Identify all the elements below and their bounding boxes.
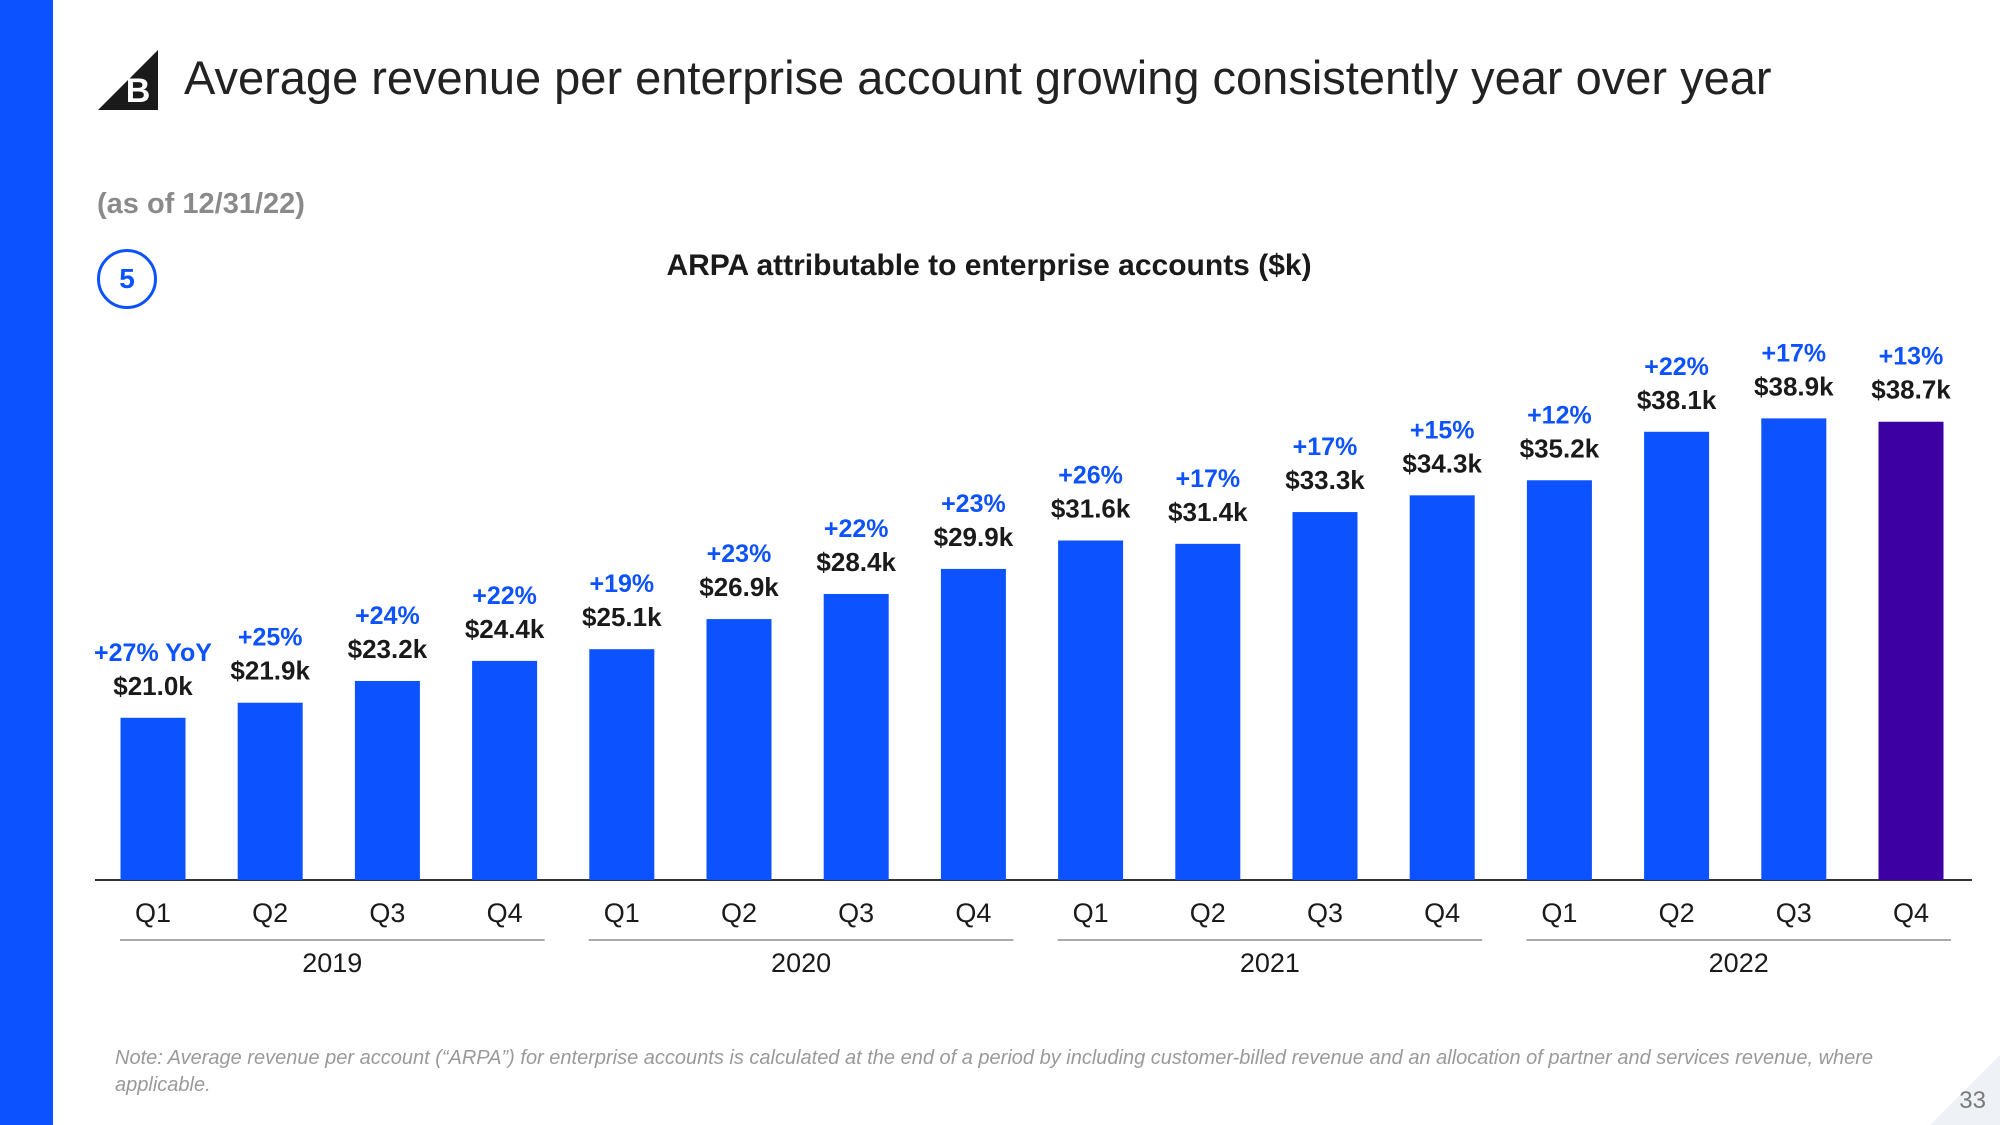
bar-16 [1878, 421, 1944, 880]
quarter-tick-label: Q4 [955, 898, 991, 928]
yoy-label: +19% [589, 570, 654, 598]
value-label: $23.2k [348, 634, 428, 664]
yoy-label: +13% [1879, 343, 1944, 371]
bar-14 [1644, 431, 1710, 880]
value-label: $35.2k [1520, 433, 1600, 463]
year-label: 2020 [771, 948, 831, 978]
left-accent-stripe [0, 0, 53, 1125]
logo-letter: B [126, 72, 151, 110]
bar-2 [237, 702, 303, 880]
value-label: $21.0k [113, 671, 193, 701]
value-label: $33.3k [1285, 465, 1365, 495]
value-label: $38.7k [1871, 375, 1951, 405]
page-number: 33 [1959, 1087, 1986, 1114]
quarter-tick-label: Q3 [838, 898, 874, 928]
quarter-tick-label: Q3 [369, 898, 405, 928]
yoy-label: +17% [1761, 339, 1826, 367]
yoy-label: +27% YoY [94, 639, 212, 667]
value-label: $26.9k [699, 572, 779, 602]
yoy-label: +25% [238, 624, 303, 652]
yoy-label: +22% [472, 582, 537, 610]
value-label: $34.3k [1402, 448, 1482, 478]
yoy-label: +17% [1293, 433, 1358, 461]
bar-13 [1526, 480, 1592, 880]
value-label: $31.6k [1051, 493, 1131, 523]
yoy-label: +23% [707, 540, 772, 568]
chart-title: ARPA attributable to enterprise accounts… [666, 249, 1312, 282]
bar-4 [472, 660, 538, 880]
year-label: 2022 [1709, 948, 1769, 978]
bar-6 [706, 619, 772, 880]
quarter-tick-label: Q1 [1541, 898, 1577, 928]
quarter-tick-label: Q4 [1893, 898, 1929, 928]
page-title: Average revenue per enterprise account g… [184, 51, 1772, 104]
year-label: 2021 [1240, 948, 1300, 978]
bar-8 [940, 568, 1006, 880]
quarter-tick-label: Q4 [1424, 898, 1460, 928]
quarter-tick-label: Q1 [1073, 898, 1109, 928]
value-label: $38.1k [1637, 385, 1717, 415]
bar-7 [823, 594, 889, 880]
quarter-tick-label: Q1 [604, 898, 640, 928]
bar-11 [1292, 512, 1358, 880]
bigcommerce-logo-icon: B [98, 50, 158, 110]
yoy-label: +22% [1644, 353, 1709, 381]
bar-1 [120, 717, 186, 880]
yoy-label: +15% [1410, 416, 1475, 444]
yoy-label: +22% [824, 515, 889, 543]
quarter-tick-label: Q3 [1776, 898, 1812, 928]
page-corner-decoration [1930, 1055, 2000, 1125]
bar-9 [1058, 540, 1124, 880]
yoy-label: +24% [355, 602, 420, 630]
quarter-tick-label: Q2 [1190, 898, 1226, 928]
quarter-tick-label: Q4 [487, 898, 523, 928]
yoy-label: +12% [1527, 401, 1592, 429]
quarter-tick-label: Q2 [1659, 898, 1695, 928]
as-of-date: (as of 12/31/22) [97, 188, 305, 220]
bar-10 [1175, 543, 1241, 880]
footnote-text: Note: Average revenue per account (“ARPA… [115, 1047, 1874, 1096]
yoy-label: +26% [1058, 461, 1123, 489]
value-label: $29.9k [934, 522, 1014, 552]
quarter-tick-label: Q1 [135, 898, 171, 928]
bar-3 [354, 680, 420, 880]
value-label: $28.4k [816, 547, 896, 577]
yoy-label: +17% [1175, 465, 1240, 493]
value-label: $24.4k [465, 614, 545, 644]
bar-15 [1761, 418, 1827, 880]
quarter-tick-label: Q3 [1307, 898, 1343, 928]
yoy-label: +23% [941, 490, 1006, 518]
bar-5 [589, 649, 655, 880]
bar-12 [1409, 495, 1475, 880]
value-label: $25.1k [582, 602, 662, 632]
quarter-tick-label: Q2 [721, 898, 757, 928]
value-label: $31.4k [1168, 497, 1248, 527]
year-label: 2019 [302, 948, 362, 978]
value-label: $38.9k [1754, 371, 1834, 401]
quarter-tick-label: Q2 [252, 898, 288, 928]
value-label: $21.9k [230, 656, 310, 686]
footnote-badge: 5 [97, 249, 157, 309]
